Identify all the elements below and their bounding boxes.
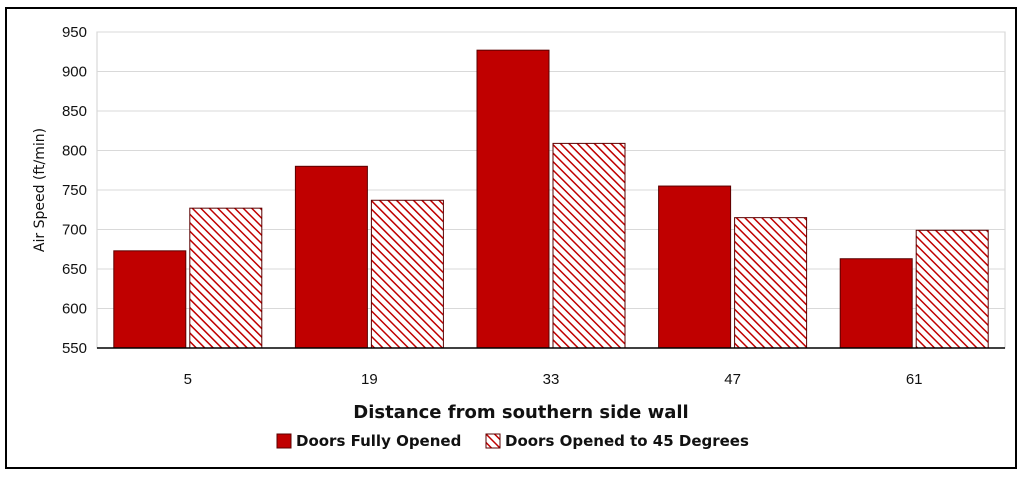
gridlines [97, 31, 1005, 309]
y-tick-label: 650 [62, 261, 87, 278]
legend-label: Doors Opened to 45 Degrees [505, 432, 749, 450]
legend-swatch-fully-opened [276, 433, 292, 449]
bar-fully-opened-33 [476, 49, 550, 349]
x-axis-title: Distance from southern side wall [353, 402, 688, 423]
bars [113, 49, 989, 349]
y-tick-label: 600 [62, 301, 87, 318]
bar-fully-opened-61 [839, 258, 913, 349]
y-tick-label: 850 [62, 103, 87, 120]
bar-opened-45-33 [552, 142, 626, 349]
y-tick-label: 900 [62, 64, 87, 81]
bar-fully-opened-47 [658, 185, 732, 349]
bar-opened-45-61 [915, 229, 989, 349]
x-tick-label: 19 [361, 371, 378, 388]
y-axis-title: Air Speed (ft/min) [32, 128, 48, 252]
bar-opened-45-19 [370, 199, 444, 349]
legend: Doors Fully Opened Doors Opened to 45 Deg… [276, 432, 749, 450]
axes: 550 600 650 700 750 800 850 900 950 5 19 33 47 61 [62, 24, 1005, 388]
x-tick-label: 61 [906, 371, 923, 388]
x-tick-label: 33 [543, 371, 560, 388]
x-tick-label: 5 [184, 371, 192, 388]
y-tick-label: 800 [62, 143, 87, 160]
bar-opened-45-47 [734, 217, 808, 349]
y-tick-label: 700 [62, 222, 87, 239]
bar-opened-45-5 [189, 207, 263, 349]
legend-swatch-opened-45 [485, 433, 501, 449]
bar-fully-opened-19 [294, 165, 368, 349]
y-tick-label: 750 [62, 182, 87, 199]
legend-label: Doors Fully Opened [296, 432, 461, 450]
bar-fully-opened-5 [113, 250, 187, 349]
y-tick-label: 950 [62, 24, 87, 41]
y-tick-label: 550 [62, 340, 87, 357]
x-tick-label: 47 [724, 371, 741, 388]
